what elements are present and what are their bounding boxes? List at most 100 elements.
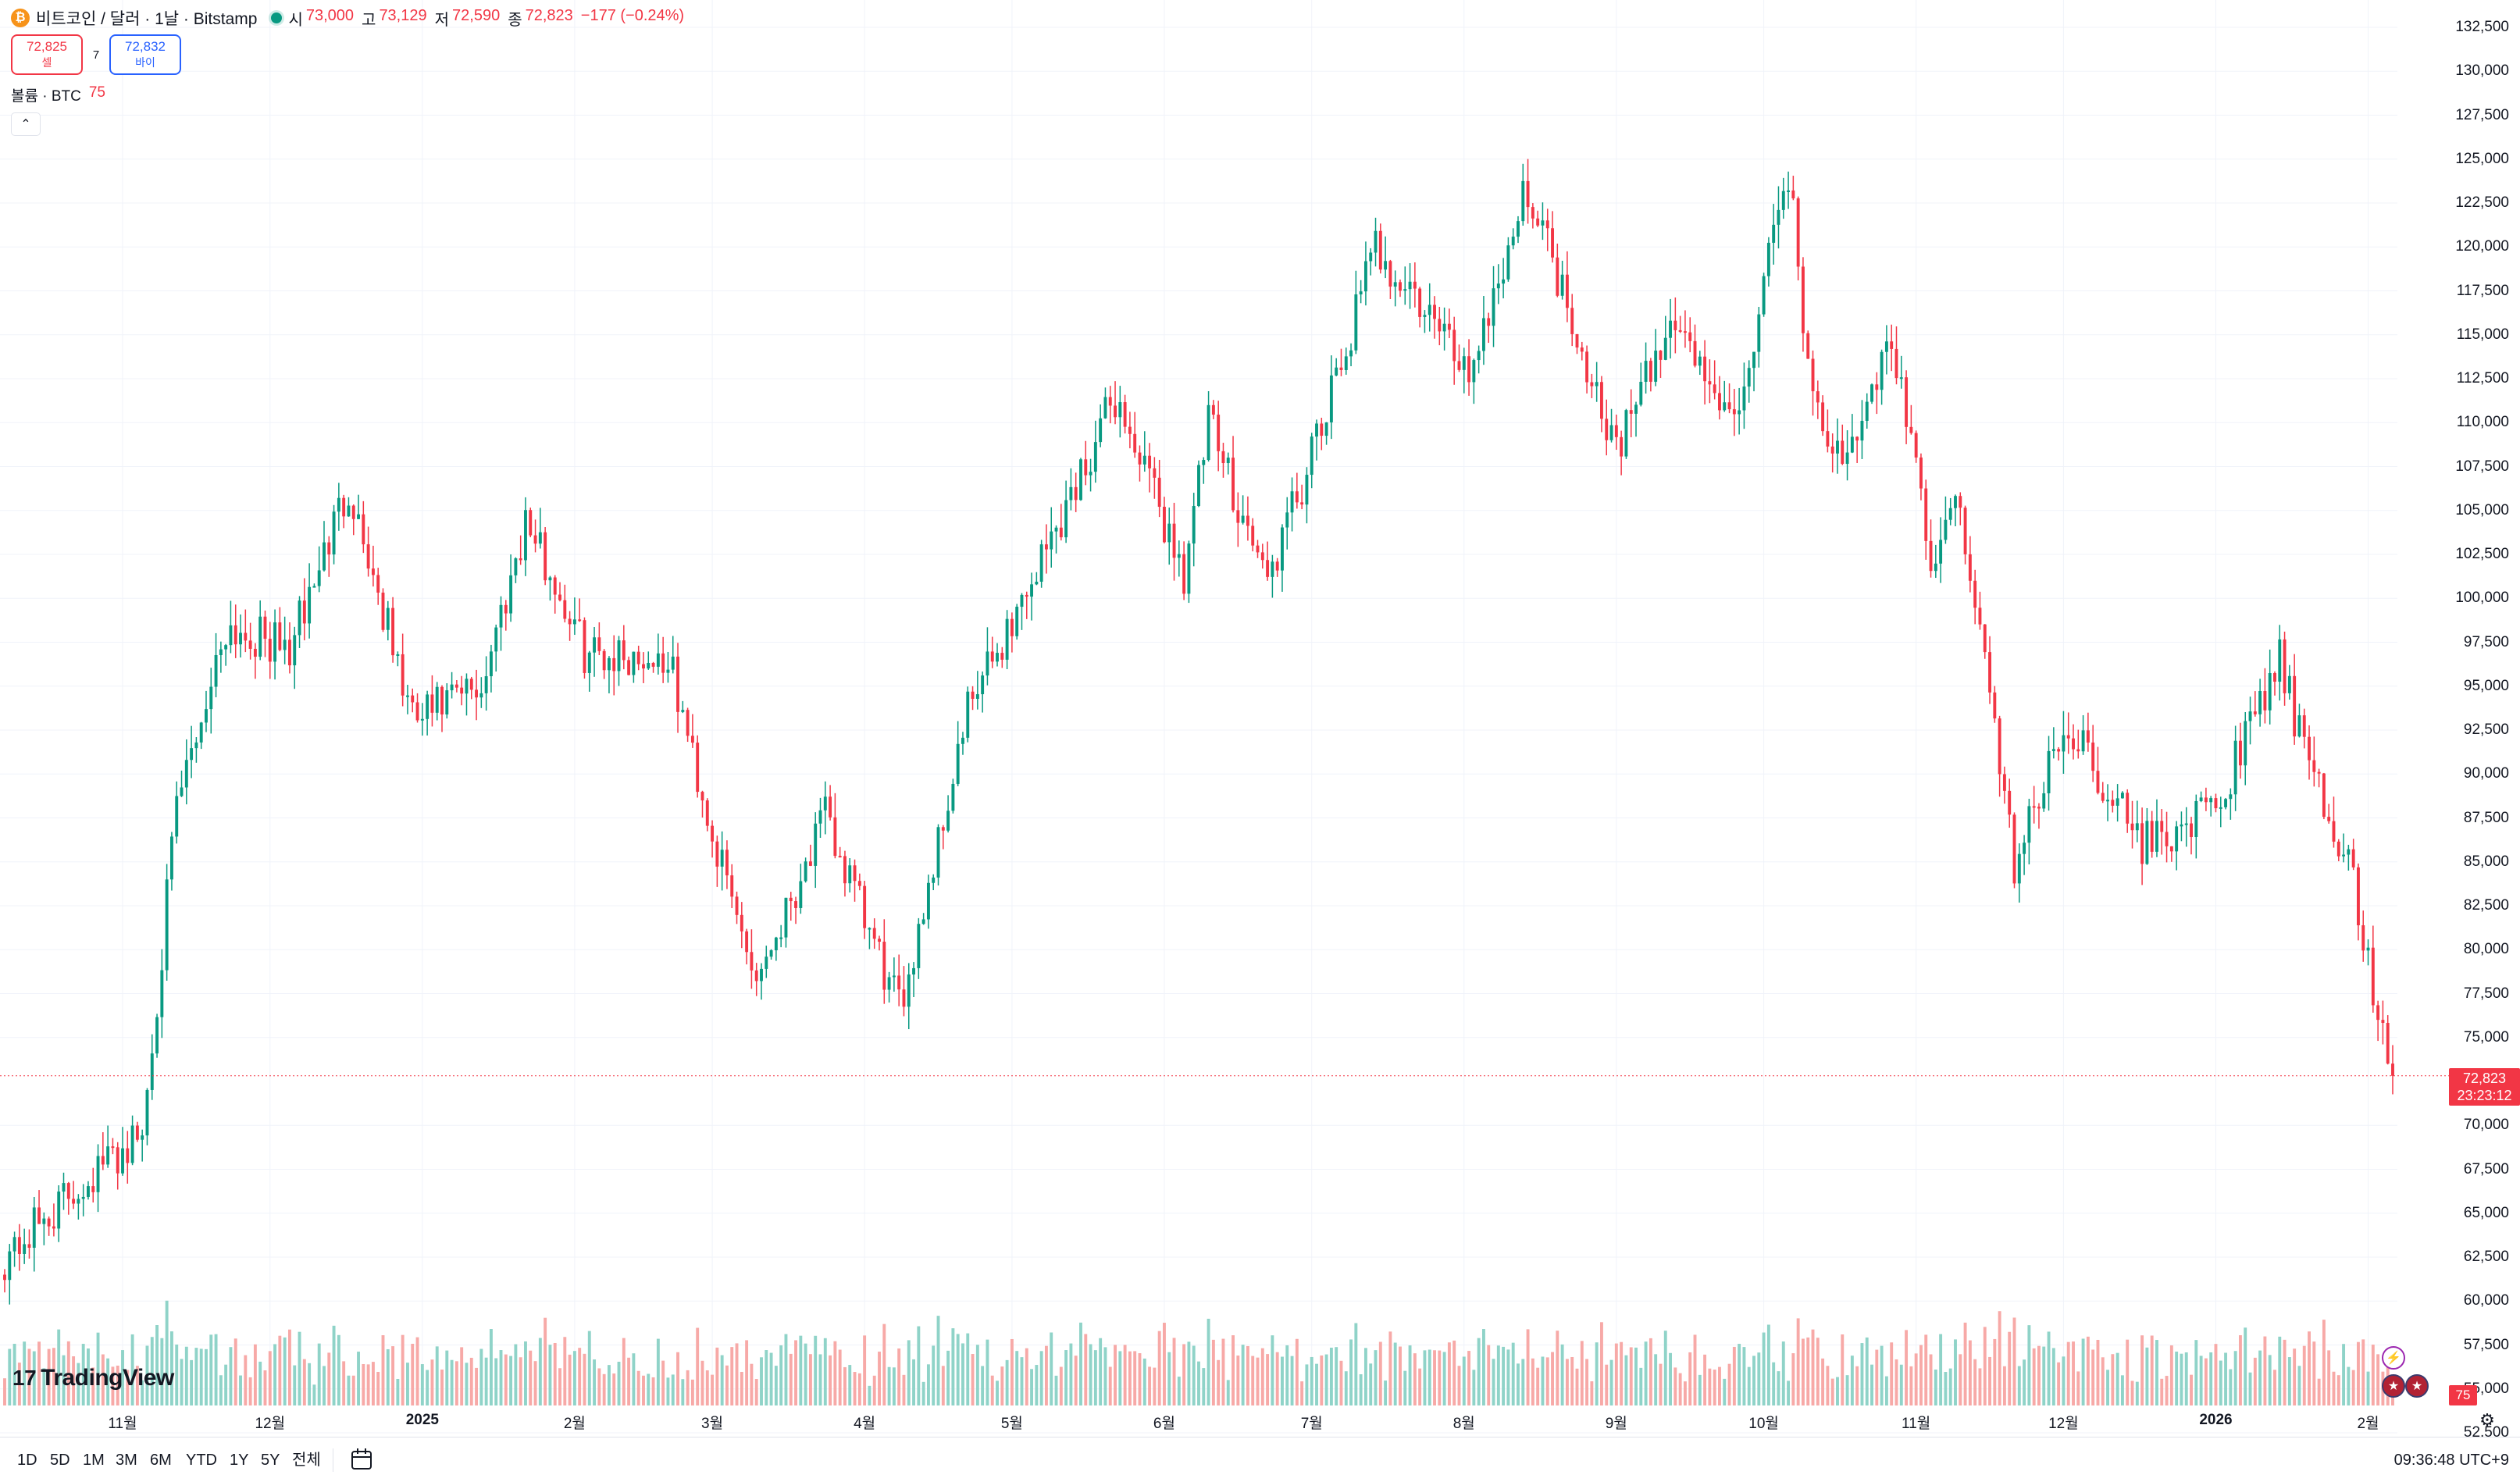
range-all-button[interactable]: 전체: [292, 1452, 321, 1469]
volume-bar: [607, 1365, 611, 1405]
candle-body: [450, 684, 454, 691]
volume-bar: [1899, 1364, 1903, 1405]
candle-body: [1580, 347, 1584, 352]
settings-gear-icon[interactable]: ⚙: [2479, 1410, 2495, 1430]
range-1d-button[interactable]: 1D: [17, 1452, 37, 1469]
time-axis[interactable]: 11월 12월 2025 2월 3월 4월 5월 6월 7월 8월 9월 10월 11월 12월 2026 2…: [0, 1405, 2452, 1434]
volume-legend[interactable]: 볼륨 · BTC 75: [11, 84, 105, 105]
volume-bar: [1207, 1318, 1210, 1405]
volume-bar: [293, 1365, 297, 1405]
candle-body: [415, 702, 419, 721]
candle-body: [642, 664, 645, 669]
candle-body: [2371, 947, 2375, 1006]
candle-body: [1948, 508, 1952, 520]
clock-timezone[interactable]: 09:36:48 UTC+9: [2393, 1452, 2509, 1469]
volume-bar: [2032, 1348, 2036, 1405]
volume-bar: [362, 1363, 365, 1405]
candle-body: [2135, 823, 2139, 831]
volume-bar: [66, 1341, 70, 1405]
volume-bar: [1403, 1370, 1407, 1405]
volume-bar: [921, 1381, 925, 1405]
candle-body: [509, 575, 513, 614]
candle-body: [533, 535, 537, 544]
candle-body: [1703, 356, 1707, 382]
candle-body: [2273, 672, 2276, 682]
candle-body: [1855, 436, 1859, 441]
range-1m-button[interactable]: 1M: [83, 1452, 105, 1469]
candle-body: [263, 616, 267, 639]
volume-bar: [1231, 1335, 1235, 1405]
candle-body: [2253, 711, 2257, 714]
price-axis[interactable]: 132,500 130,000 127,500 125,000 122,500 120,0…: [2452, 0, 2520, 1441]
range-3m-button[interactable]: 3M: [116, 1452, 137, 1469]
candle-body: [8, 1251, 12, 1281]
candle-body: [1673, 320, 1677, 330]
candle-body: [941, 827, 945, 831]
candle-body: [1909, 426, 1913, 433]
volume-bar: [676, 1352, 679, 1405]
collapse-legend-button[interactable]: ⌃: [11, 112, 41, 136]
price-chart[interactable]: [0, 0, 2520, 1437]
volume-bar: [494, 1358, 498, 1405]
candle-body: [1467, 356, 1471, 383]
volume-bar: [199, 1348, 203, 1405]
candle-body: [1718, 393, 1721, 411]
price-tick-label: 75,000: [2463, 1028, 2509, 1046]
volume-bar: [1521, 1359, 1525, 1405]
volume-bar: [327, 1352, 331, 1405]
volume-bar: [1320, 1355, 1324, 1405]
volume-bar: [175, 1344, 179, 1405]
range-5d-button[interactable]: 5D: [50, 1452, 70, 1469]
range-6m-button[interactable]: 6M: [150, 1452, 172, 1469]
volume-bar: [308, 1363, 312, 1405]
tradingview-logo[interactable]: 17 TradingView: [12, 1365, 174, 1391]
candle-body: [971, 691, 975, 699]
volume-bar: [1236, 1356, 1240, 1405]
market-open-status-icon[interactable]: [271, 12, 283, 23]
go-to-date-calendar-icon[interactable]: [350, 1447, 373, 1472]
volume-bar: [2012, 1317, 2016, 1405]
symbol-title[interactable]: 비트코인 / 달러 · 1날 · Bitstamp: [36, 10, 258, 28]
range-1y-button[interactable]: 1Y: [230, 1452, 249, 1469]
candle-body: [2342, 854, 2346, 857]
candle-body: [1727, 402, 1731, 410]
candle-body: [141, 1135, 144, 1140]
candle-body: [602, 650, 606, 671]
trade-buttons: 72,825 셀 7 72,832 바이: [11, 34, 181, 75]
candle-body: [1241, 515, 1245, 523]
candle-body: [2180, 824, 2183, 827]
candle-body: [529, 510, 533, 536]
volume-bar: [1993, 1338, 1997, 1405]
candle-body: [1266, 560, 1270, 577]
volume-bar: [1256, 1357, 1260, 1405]
price-tick-label: 120,000: [2455, 238, 2509, 255]
price-tick-label: 57,500: [2463, 1336, 2509, 1353]
candle-body: [376, 575, 380, 593]
candle-body: [1481, 318, 1485, 351]
candle-body: [499, 604, 503, 628]
candle-body: [1172, 523, 1176, 558]
flash-event-icon[interactable]: ⚡: [2382, 1346, 2405, 1370]
volume-bar: [155, 1324, 159, 1405]
volume-bar: [1074, 1356, 1078, 1405]
volume-bar: [1477, 1338, 1481, 1405]
time-tick-label: 4월: [854, 1416, 876, 1432]
candle-body: [1983, 624, 1987, 653]
range-5y-button[interactable]: 5Y: [261, 1452, 280, 1469]
candle-body: [2072, 738, 2075, 750]
volume-bar: [868, 1385, 871, 1405]
volume-bar: [2273, 1370, 2276, 1405]
volume-bar: [2297, 1366, 2301, 1405]
us-flag-event-icon-2[interactable]: ★: [2405, 1374, 2429, 1398]
buy-button[interactable]: 72,832 바이: [109, 34, 181, 75]
candle-body: [1010, 618, 1014, 636]
sell-button[interactable]: 72,825 셀: [11, 34, 83, 75]
candle-body: [740, 914, 743, 932]
range-ytd-button[interactable]: YTD: [186, 1452, 217, 1469]
volume-bar: [184, 1346, 188, 1405]
volume-bar: [804, 1343, 807, 1405]
us-flag-event-icon[interactable]: ★: [2382, 1374, 2405, 1398]
candle-body: [1570, 308, 1574, 334]
volume-bar: [347, 1375, 351, 1405]
candle-body: [951, 783, 955, 811]
